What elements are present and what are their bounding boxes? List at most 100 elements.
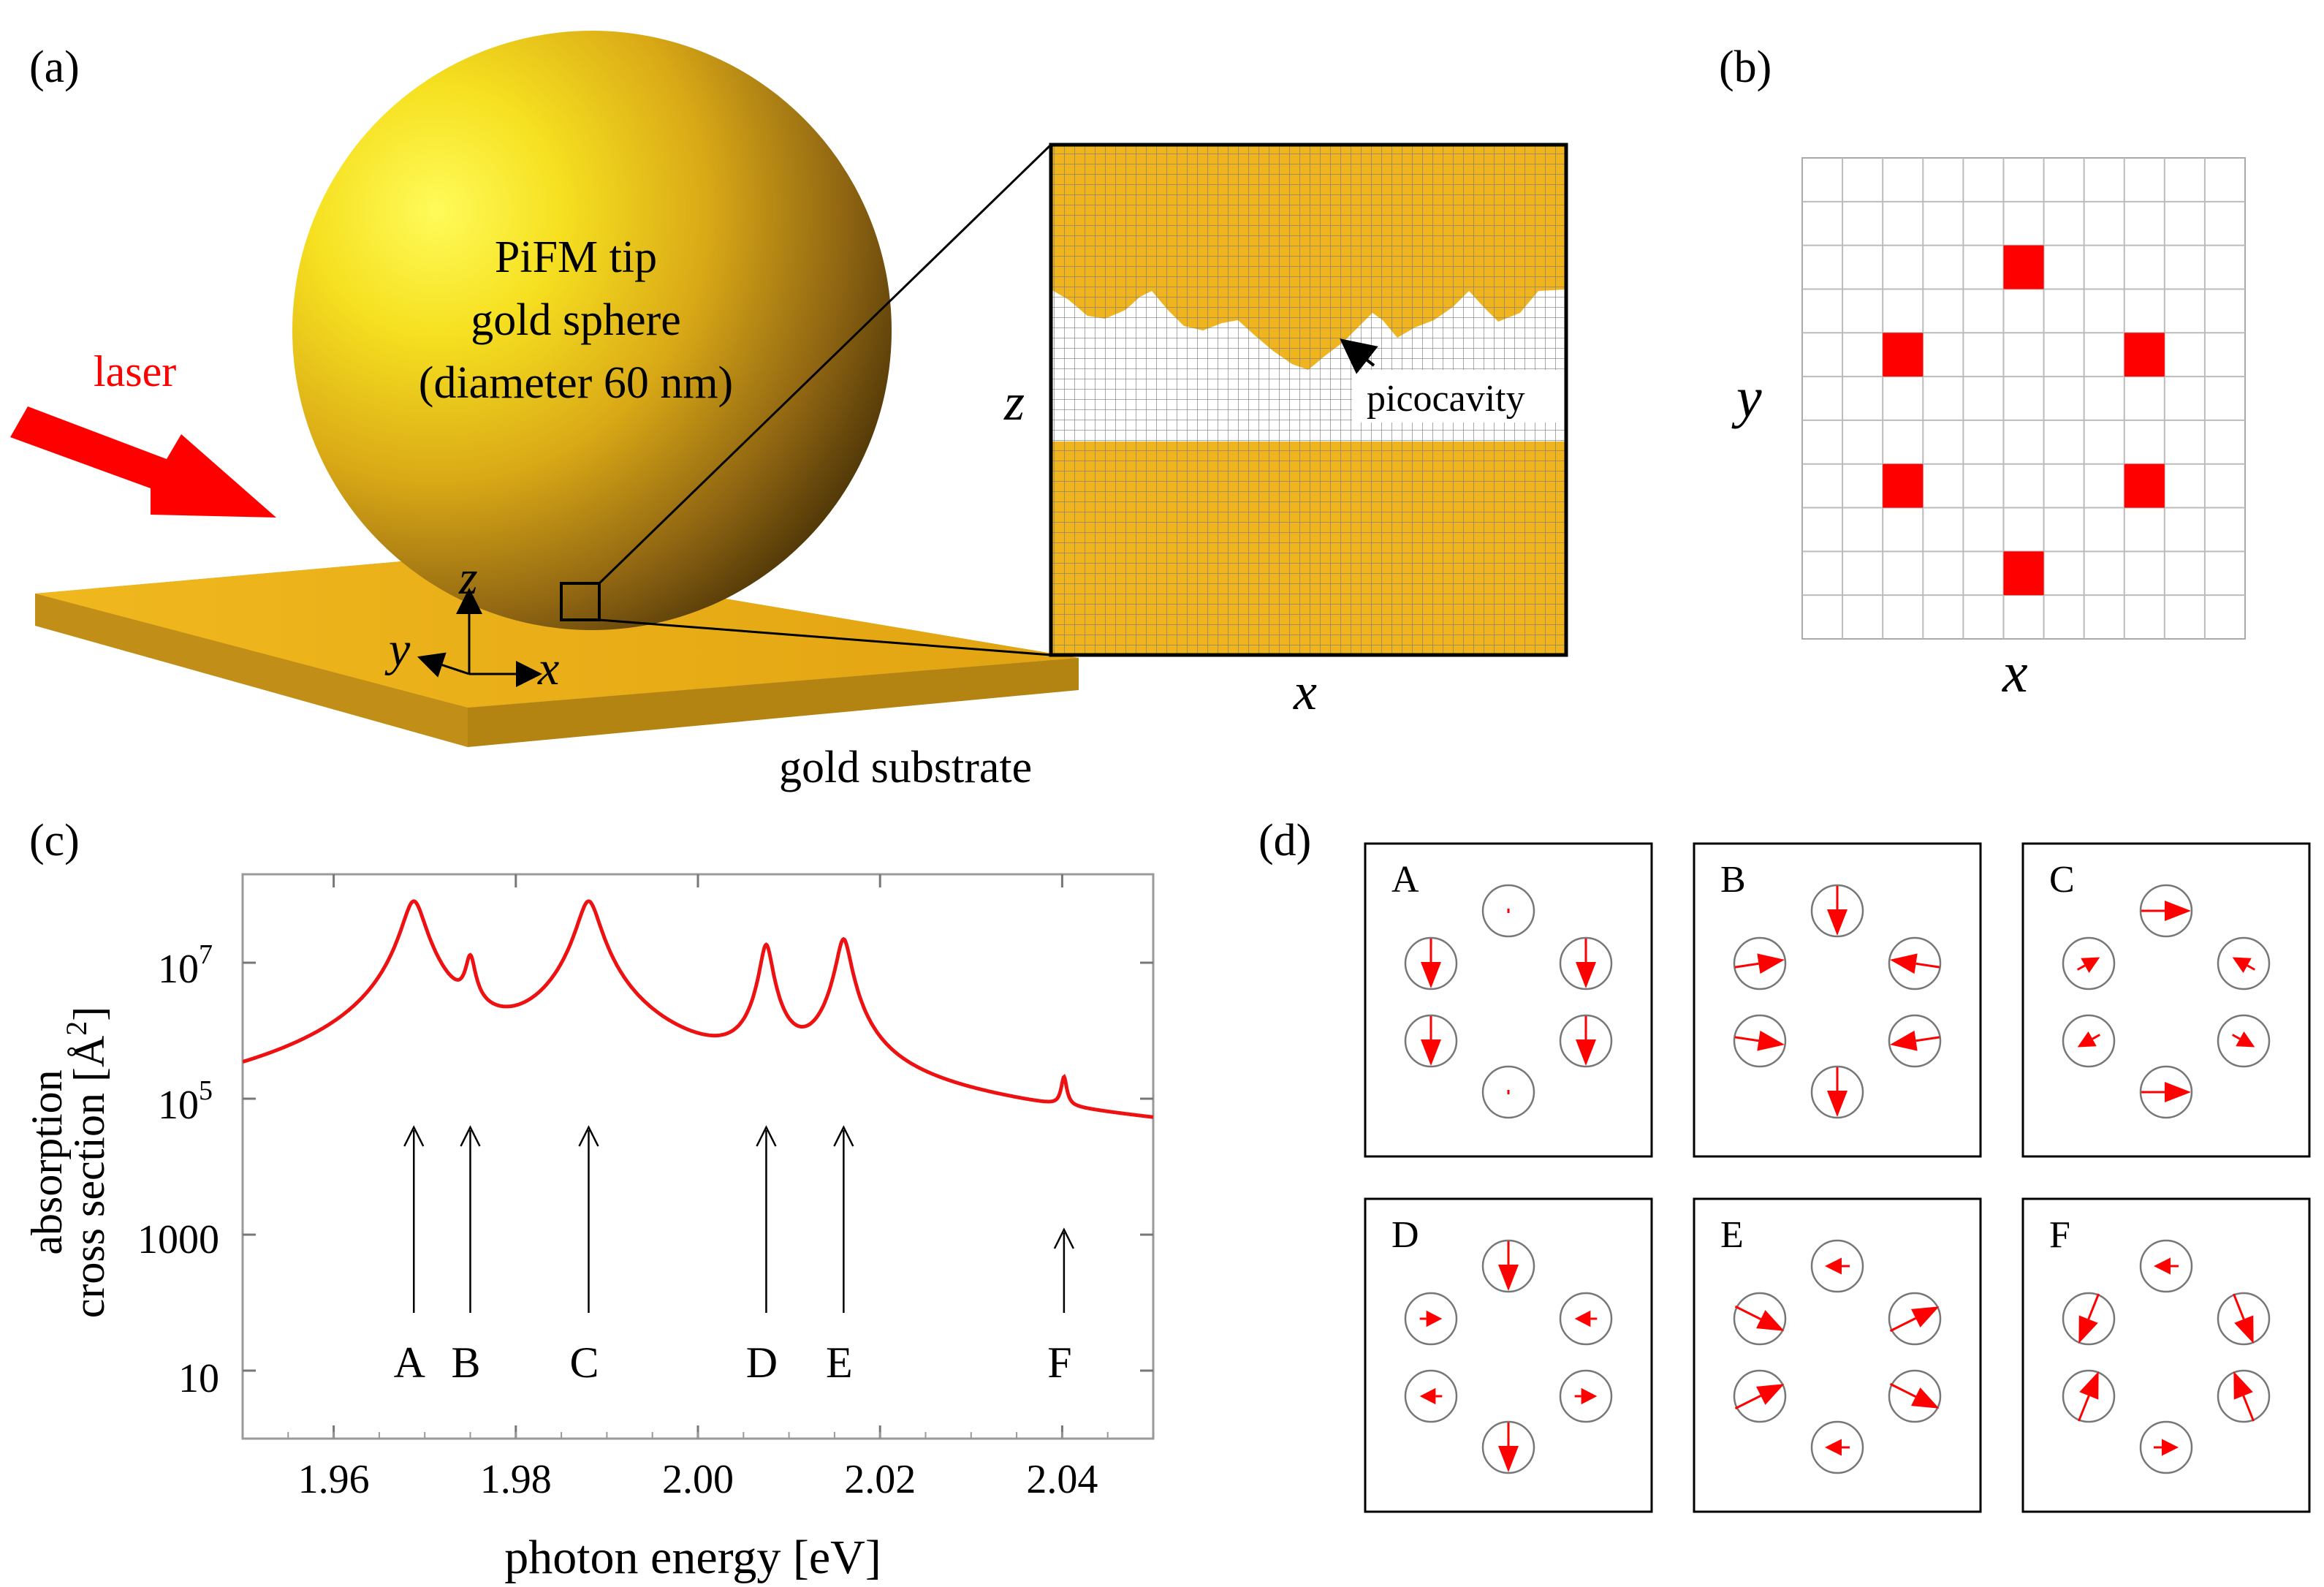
dipole-arrow-head	[1419, 1387, 1436, 1405]
dipole-arrow	[2231, 1034, 2241, 1040]
panel-b: (b) y x	[1719, 42, 2246, 704]
dipole-arrow-head	[2077, 1031, 2097, 1048]
y-axis-label-line2: cross section [Å2]	[60, 1007, 113, 1319]
peak-arrow-head	[833, 1125, 854, 1147]
dipole-arrow-head	[1755, 1310, 1785, 1331]
tip-label-line1: PiFM tip	[495, 232, 657, 282]
peak-label: A	[394, 1338, 425, 1387]
xtick-label: 1.96	[298, 1457, 370, 1502]
dipole-arrow	[2087, 1293, 2100, 1320]
zoom-box	[560, 582, 601, 621]
mode-box: C	[2021, 842, 2311, 1158]
dipole-arrow-head	[1755, 1384, 1785, 1405]
mode-box: F	[2021, 1197, 2311, 1513]
tip-label-line2: gold sphere	[471, 295, 681, 345]
dipole-arrow-head	[2079, 1371, 2099, 1400]
peak-label: B	[451, 1338, 480, 1387]
axis-z-label: z	[458, 551, 478, 605]
molecule-site	[2124, 463, 2165, 508]
molecule-site	[1883, 333, 1924, 377]
molecule-site	[1883, 463, 1924, 508]
dipole-arrow-head	[2236, 1031, 2255, 1048]
dipole-arrow	[1734, 962, 1759, 969]
xtick-label: 2.00	[662, 1457, 734, 1502]
ytick-label-1000: 1000	[137, 1217, 219, 1262]
dipole-arrow	[2076, 964, 2086, 971]
dipole-arrow-head	[2165, 901, 2191, 921]
peak-arrow-head	[756, 1125, 777, 1147]
xtick-label: 1.98	[480, 1457, 552, 1502]
ytick-label-1e7: 107	[158, 939, 213, 992]
dipole-arrow-head	[2232, 957, 2252, 973]
dipole-arrow-head	[1421, 962, 1441, 988]
dipole-arrow-head	[2165, 1082, 2191, 1102]
dipole-arrow-head	[1757, 953, 1785, 974]
gold-sphere-tip	[292, 31, 892, 630]
picocavity-inset	[1051, 145, 1566, 655]
dipole-arrow-head	[1910, 1306, 1940, 1327]
y-axis-label-line1: absorption	[23, 1069, 71, 1254]
mode-label: F	[2049, 1214, 2070, 1256]
plot-frame	[241, 873, 1155, 1440]
dipole-arrow-head	[1827, 909, 1848, 936]
axis-y-label: y	[384, 623, 411, 676]
dipole-arrow-head	[2233, 1371, 2253, 1400]
panel-c-label: (c)	[29, 816, 80, 866]
laser-label: laser	[94, 347, 176, 395]
peak-arrow-head	[403, 1125, 425, 1147]
mode-box: A	[1364, 842, 1653, 1158]
mode-label: C	[2049, 859, 2075, 901]
panel-a-label: (a)	[29, 42, 80, 92]
molecule-site	[2003, 245, 2044, 289]
peak-arrow-head	[578, 1125, 599, 1147]
dipole-arrow-head	[1498, 1265, 1519, 1291]
dipole-arrow-head	[1910, 1387, 1940, 1409]
mode-label: E	[1720, 1214, 1744, 1256]
coordinate-axes	[417, 588, 542, 687]
grid-axis-y-label: y	[1731, 365, 1762, 429]
dipole-arrow	[2242, 1395, 2255, 1422]
dipole-arrow	[1915, 962, 1940, 969]
panel-a: (a) PiFM tip gold sphere (diameter 60 nm…	[10, 31, 1568, 792]
absorption-curve	[243, 899, 1153, 1119]
panel-b-label: (b)	[1719, 42, 1772, 92]
dipole-arrow-head	[1498, 1446, 1519, 1472]
dipole-arrow-head	[1581, 1387, 1598, 1405]
molecule-site	[2124, 333, 2165, 377]
panel-d-label: (d)	[1258, 816, 1311, 866]
peak-label: D	[746, 1338, 778, 1387]
dipole-arrow-head	[1890, 953, 1918, 974]
tip-label-line3: (diameter 60 nm)	[419, 358, 733, 408]
dipole-arrow	[1915, 1036, 1940, 1042]
dipole-arrow-head	[2081, 957, 2100, 973]
xtick-label: 2.02	[844, 1457, 916, 1502]
molecule-grid	[1801, 157, 2246, 640]
y-axis-label: absorption cross section [Å2]	[23, 1007, 113, 1319]
dipole-arrow-head	[1890, 1030, 1918, 1051]
dipole-arrow-head	[2154, 1257, 2171, 1275]
peak-arrow-head	[460, 1125, 481, 1147]
mode-box: E	[1693, 1197, 1982, 1513]
laser-arrow-icon	[10, 406, 276, 518]
gold-substrate	[35, 556, 1079, 747]
mode-box: D	[1364, 1197, 1653, 1513]
dipole-arrow	[1734, 1395, 1761, 1410]
mode-label: A	[1391, 859, 1419, 901]
x-axis-label: photon energy [eV]	[504, 1531, 881, 1584]
dipole-arrow	[2078, 1395, 2090, 1422]
dipole-arrow	[2247, 964, 2256, 971]
plot-ticks	[242, 874, 1154, 1439]
dipole-arrow-head	[1426, 1310, 1443, 1327]
dipole-arrow-head	[1757, 1030, 1785, 1051]
dipole-arrow-head	[1825, 1439, 1842, 1456]
dipole-arrow	[2233, 1293, 2245, 1320]
dipole-arrow-head	[1825, 1257, 1842, 1275]
dipole-arrow-head	[1576, 962, 1596, 988]
peak-label: E	[826, 1338, 853, 1387]
dipole-arrow-head	[1574, 1310, 1591, 1327]
dipole-arrow	[1734, 1305, 1761, 1320]
substrate-label: gold substrate	[779, 743, 1032, 792]
